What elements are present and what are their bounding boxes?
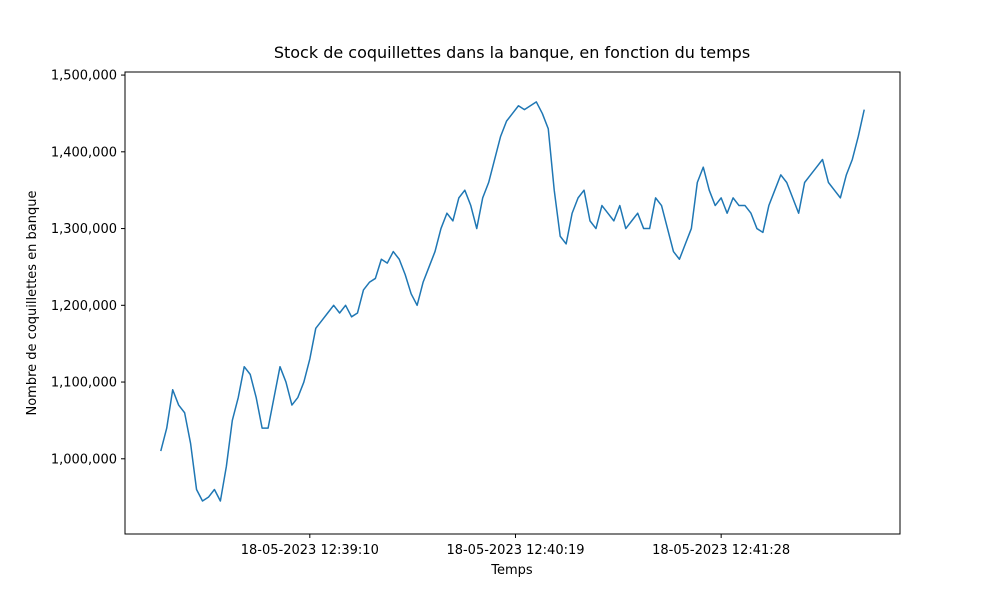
x-tick-label: 18-05-2023 12:41:28 <box>652 543 790 558</box>
x-axis-label: Temps <box>490 563 533 578</box>
y-tick-label: 1,100,000 <box>51 376 117 391</box>
x-tick-label: 18-05-2023 12:40:19 <box>446 543 584 558</box>
y-tick-label: 1,200,000 <box>51 299 117 314</box>
data-line <box>160 101 865 502</box>
chart-title: Stock de coquillettes dans la banque, en… <box>274 43 750 62</box>
plot-frame <box>124 71 901 535</box>
y-axis-label: Nombre de coquillettes en banque <box>25 190 40 415</box>
y-tick-label: 1,300,000 <box>51 222 117 237</box>
y-tick-label: 1,500,000 <box>51 69 117 84</box>
y-tick-label: 1,000,000 <box>51 452 117 467</box>
x-tick-label: 18-05-2023 12:39:10 <box>241 543 379 558</box>
y-tick-label: 1,400,000 <box>51 145 117 160</box>
